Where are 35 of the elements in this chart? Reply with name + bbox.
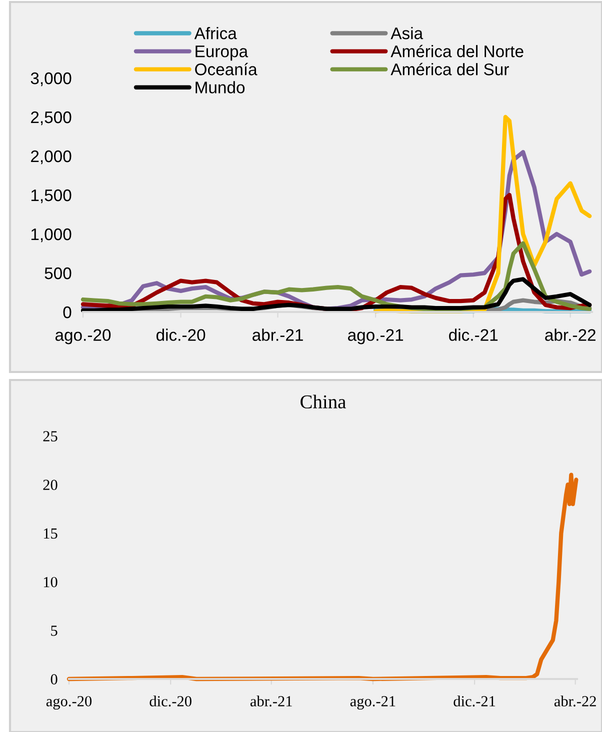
y-tick-label: 1,000 (31, 228, 72, 242)
x-tick-label: abr.-22 (545, 328, 596, 341)
legend-label: América del Norte (390, 44, 524, 58)
y-tick-label: 15 (44, 528, 58, 539)
legend-label: Mundo (196, 81, 245, 94)
y-tick-label: 3,000 (30, 72, 72, 86)
y-tick-label: 2,000 (31, 150, 72, 164)
x-tick-label: abr.-21 (250, 696, 292, 706)
y-tick-label: 20 (43, 480, 58, 490)
x-tick-label: ago.-21 (348, 329, 404, 344)
line-series (373, 114, 592, 314)
x-tick-label: dic.-20 (156, 328, 206, 341)
y-tick-label: 500 (44, 267, 72, 280)
y-tick-label: 25 (43, 431, 58, 442)
x-tick-label: ago.-20 (46, 696, 92, 710)
y-tick-label: 0 (63, 306, 72, 318)
y-tick-label: 0 (50, 674, 58, 684)
y-tick-label: 5 (51, 626, 58, 636)
x-tick-label: dic.-21 (454, 696, 496, 706)
x-tick-label: abr.-21 (252, 328, 303, 341)
y-tick-label: 2,500 (31, 111, 72, 126)
chart-title: China (300, 394, 346, 408)
x-tick-label: ago.-20 (55, 329, 111, 344)
legend-label: Africa (194, 27, 237, 40)
y-tick-label: 10 (44, 576, 58, 588)
x-tick-label: dic.-21 (449, 328, 498, 341)
x-tick-label: ago.-21 (350, 696, 396, 710)
legend-label: América del Sur (390, 62, 509, 76)
x-tick-label: abr.-22 (554, 696, 596, 706)
line-series (66, 472, 578, 682)
x-tick-label: dic.-20 (150, 696, 192, 706)
y-tick-label: 1,500 (31, 189, 72, 204)
legend-label: Asia (390, 27, 424, 40)
legend-label: Oceanía (195, 62, 258, 76)
legend-label: Europa (196, 46, 248, 61)
